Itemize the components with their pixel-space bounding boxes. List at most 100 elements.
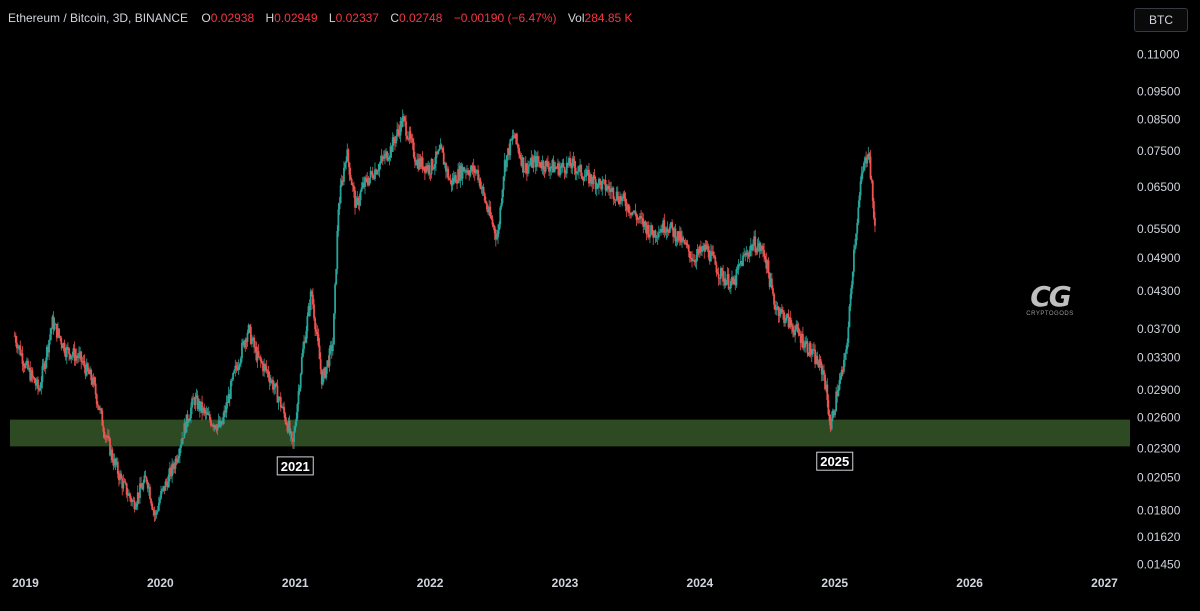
candle-body xyxy=(742,255,744,266)
candle-body xyxy=(103,431,106,438)
candle-body xyxy=(857,207,860,223)
candle-body xyxy=(829,421,832,430)
low-value: 0.02337 xyxy=(335,11,379,25)
candle-body xyxy=(182,438,185,439)
candle-body xyxy=(470,165,473,170)
candle-body xyxy=(670,222,672,227)
candle-body xyxy=(693,259,696,262)
candle-body xyxy=(35,379,38,386)
candle-body xyxy=(324,368,327,378)
candle-body xyxy=(715,264,718,273)
candle-body xyxy=(672,227,675,237)
candle-body xyxy=(228,393,231,399)
cryptogods-wordmark: CRYPTOGODS xyxy=(1026,311,1074,317)
candle-body xyxy=(767,260,770,274)
candle-body xyxy=(256,351,259,361)
candle-body xyxy=(422,166,425,170)
candle-body xyxy=(234,365,237,371)
candle-body xyxy=(378,163,381,171)
candle-body xyxy=(274,383,277,388)
candle-body xyxy=(268,377,271,383)
symbol-legend: Ethereum / Bitcoin, 3D, BINANCE O0.02938… xyxy=(8,11,641,25)
candle-body xyxy=(67,347,69,348)
candle-body xyxy=(608,186,610,189)
candle-body xyxy=(194,396,197,405)
candle-body xyxy=(493,226,496,234)
candle-body xyxy=(849,294,852,307)
currency-button[interactable]: BTC xyxy=(1134,8,1188,32)
candle-body xyxy=(192,398,195,400)
symbol-name[interactable]: Ethereum / Bitcoin, 3D, BINANCE xyxy=(8,11,189,25)
candle-body xyxy=(14,335,17,343)
candle-body xyxy=(30,370,33,381)
candle-body xyxy=(725,280,728,286)
candle-body xyxy=(714,256,717,265)
candle-body xyxy=(802,333,804,348)
candle-body xyxy=(737,264,740,270)
candle-body xyxy=(132,500,135,501)
candle-body xyxy=(566,162,569,165)
candle-body xyxy=(744,254,747,256)
candle-body xyxy=(554,166,557,168)
candle-body xyxy=(540,166,543,169)
candle-body xyxy=(766,260,769,269)
candle-body xyxy=(598,178,600,188)
candle-body xyxy=(349,174,352,180)
candle-body xyxy=(244,339,247,348)
candle-body xyxy=(717,274,720,279)
candle-body xyxy=(316,331,319,335)
candle-body xyxy=(205,412,208,414)
candle-body xyxy=(131,500,134,503)
candle-body xyxy=(106,435,109,438)
high-value: 0.02949 xyxy=(274,11,318,25)
candle-body xyxy=(60,338,63,345)
candle-body xyxy=(155,511,158,513)
candle-body xyxy=(688,251,691,259)
candle-body xyxy=(549,168,552,172)
candle-body xyxy=(292,438,294,443)
low-label: L xyxy=(328,11,336,25)
candle-body xyxy=(259,357,262,362)
candle-body xyxy=(864,157,866,164)
y-tick-label: 0.09500 xyxy=(1137,84,1181,98)
candle-body xyxy=(404,116,406,122)
candle-body xyxy=(458,169,461,181)
candle-body xyxy=(22,363,25,366)
candle-body xyxy=(561,162,564,167)
candle-body xyxy=(509,139,512,156)
candle-body xyxy=(696,249,699,255)
candle-body xyxy=(360,187,363,192)
candle-body xyxy=(83,360,86,368)
candle-body xyxy=(214,424,217,429)
candle-body xyxy=(813,349,815,351)
candle-body xyxy=(16,342,18,349)
candle-body xyxy=(203,407,206,411)
candle-body xyxy=(747,255,750,257)
candle-body xyxy=(400,121,403,127)
candle-body xyxy=(415,161,417,166)
candle-body xyxy=(410,138,413,140)
candle-body xyxy=(309,291,312,311)
candle-body xyxy=(639,216,641,220)
candle-body xyxy=(635,215,638,220)
candle-body xyxy=(846,342,849,350)
candle-body xyxy=(340,180,343,186)
candle-body xyxy=(338,203,341,210)
candle-body xyxy=(837,389,840,397)
candle-body xyxy=(264,364,267,367)
candle-body xyxy=(330,345,333,352)
candle-body xyxy=(211,424,213,426)
candle-body xyxy=(531,157,534,168)
candle-body xyxy=(457,169,460,183)
candle-body xyxy=(691,258,693,261)
candle-body xyxy=(676,231,679,240)
candle-body xyxy=(355,199,358,208)
candle-body xyxy=(149,486,151,499)
candle-body xyxy=(806,341,809,353)
candle-body xyxy=(17,346,19,349)
candle-body xyxy=(51,316,54,329)
candle-body xyxy=(185,414,188,433)
candle-body xyxy=(455,175,457,183)
candle-body xyxy=(223,410,226,418)
